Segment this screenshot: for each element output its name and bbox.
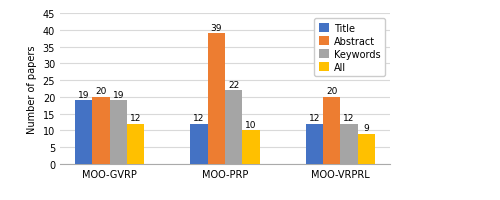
Text: 20: 20 xyxy=(96,87,106,96)
Text: 39: 39 xyxy=(210,24,222,33)
Text: 19: 19 xyxy=(78,90,90,99)
Text: 22: 22 xyxy=(228,80,239,89)
Legend: Title, Abstract, Keywords, All: Title, Abstract, Keywords, All xyxy=(314,19,385,77)
Text: 12: 12 xyxy=(308,114,320,123)
Bar xyxy=(358,134,375,164)
Text: 10: 10 xyxy=(245,120,256,129)
Bar xyxy=(208,34,225,164)
Bar xyxy=(75,101,92,164)
Bar xyxy=(92,97,110,164)
Bar xyxy=(190,124,208,164)
Bar xyxy=(127,124,144,164)
Y-axis label: Number of papers: Number of papers xyxy=(27,45,37,133)
Text: 20: 20 xyxy=(326,87,338,96)
Bar xyxy=(340,124,357,164)
Text: 19: 19 xyxy=(112,90,124,99)
Text: 12: 12 xyxy=(344,114,354,123)
Text: 12: 12 xyxy=(194,114,204,123)
Bar xyxy=(225,91,242,164)
Bar xyxy=(242,131,260,164)
Text: 12: 12 xyxy=(130,114,141,123)
Bar xyxy=(323,97,340,164)
Text: 9: 9 xyxy=(364,124,369,133)
Bar xyxy=(306,124,323,164)
Bar xyxy=(110,101,127,164)
